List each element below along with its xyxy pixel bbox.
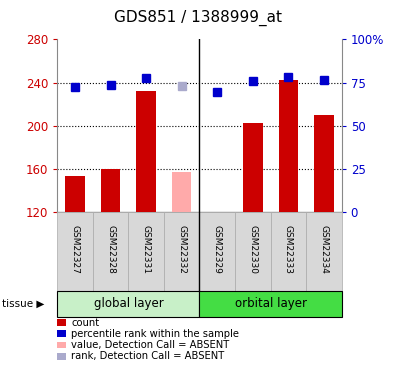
FancyBboxPatch shape	[128, 212, 164, 291]
Text: percentile rank within the sample: percentile rank within the sample	[71, 329, 239, 339]
Text: GSM22331: GSM22331	[142, 225, 150, 274]
Text: GSM22329: GSM22329	[213, 225, 222, 274]
Text: tissue ▶: tissue ▶	[2, 299, 44, 309]
FancyBboxPatch shape	[93, 212, 128, 291]
Bar	[314, 115, 334, 212]
FancyBboxPatch shape	[306, 212, 342, 291]
Bar	[278, 80, 298, 212]
Text: count: count	[71, 318, 99, 327]
FancyBboxPatch shape	[235, 212, 271, 291]
FancyBboxPatch shape	[57, 291, 199, 317]
Text: GSM22334: GSM22334	[320, 225, 328, 274]
FancyBboxPatch shape	[271, 212, 306, 291]
FancyBboxPatch shape	[164, 212, 199, 291]
Text: rank, Detection Call = ABSENT: rank, Detection Call = ABSENT	[71, 351, 224, 361]
Text: GSM22328: GSM22328	[106, 225, 115, 274]
Bar	[65, 176, 85, 212]
Bar	[101, 169, 120, 212]
Text: value, Detection Call = ABSENT: value, Detection Call = ABSENT	[71, 340, 229, 350]
Bar	[243, 123, 263, 212]
Text: GSM22327: GSM22327	[71, 225, 79, 274]
FancyBboxPatch shape	[199, 212, 235, 291]
FancyBboxPatch shape	[57, 212, 93, 291]
Bar	[172, 172, 192, 212]
Text: orbital layer: orbital layer	[235, 297, 307, 310]
Text: GSM22330: GSM22330	[248, 225, 257, 274]
Bar	[207, 212, 227, 213]
Text: GDS851 / 1388999_at: GDS851 / 1388999_at	[113, 9, 282, 26]
Text: GSM22332: GSM22332	[177, 225, 186, 274]
FancyBboxPatch shape	[199, 291, 342, 317]
Text: global layer: global layer	[94, 297, 163, 310]
Bar	[136, 91, 156, 212]
Text: GSM22333: GSM22333	[284, 225, 293, 274]
